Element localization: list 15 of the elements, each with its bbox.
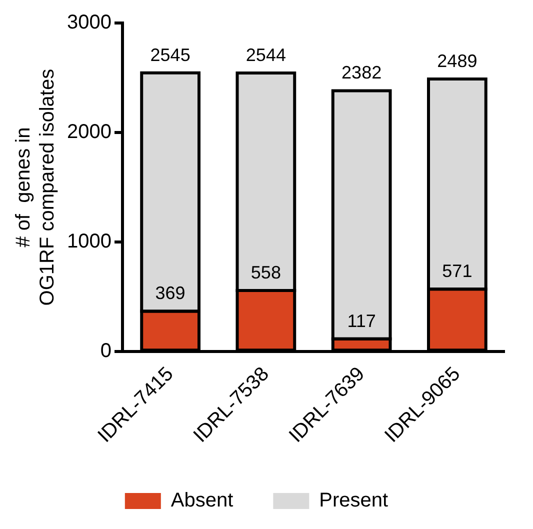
- total-label: 2489: [437, 50, 478, 71]
- legend-label: Absent: [170, 490, 234, 512]
- y-tick-label: 2000: [66, 121, 112, 144]
- y-tick-label: 1000: [66, 230, 112, 253]
- y-axis-title: # of genes in OG1RF compared isolates: [12, 68, 59, 306]
- y-tick-label: 3000: [66, 12, 112, 34]
- total-label: 2382: [342, 62, 382, 83]
- data-label: 369: [155, 283, 186, 304]
- data-label: 571: [442, 261, 472, 282]
- data-label: 117: [347, 310, 376, 331]
- data-label: 558: [250, 262, 281, 282]
- total-label: 2545: [150, 44, 190, 65]
- total-label: 2544: [246, 44, 286, 65]
- legend-label: Present: [319, 490, 389, 512]
- y-tick-label: 0: [100, 340, 112, 362]
